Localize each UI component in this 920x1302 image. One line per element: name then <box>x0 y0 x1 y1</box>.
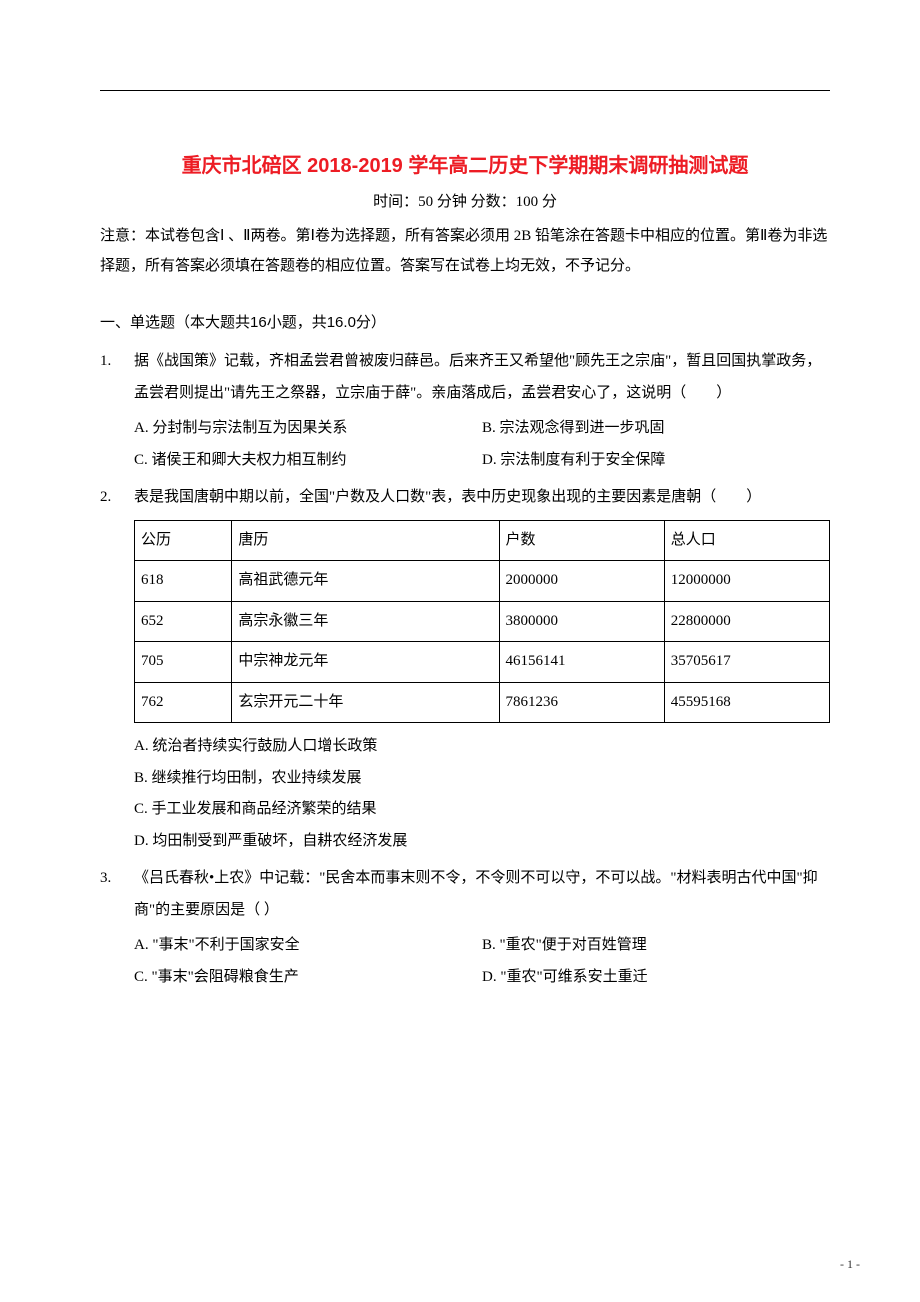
question-stem: 据《战国策》记载，齐相孟尝君曾被废归薛邑。后来齐王又希望他"顾先王之宗庙"，暂且… <box>134 346 830 409</box>
option-d: D. 均田制受到严重破坏，自耕农经济发展 <box>134 826 838 858</box>
section-mid: 小题，共 <box>267 315 327 331</box>
question-body: 据《战国策》记载，齐相孟尝君曾被废归薛邑。后来齐王又希望他"顾先王之宗庙"，暂且… <box>134 346 830 476</box>
table-row: 公历 唐历 户数 总人口 <box>135 520 830 561</box>
table-row: 705 中宗神龙元年 46156141 35705617 <box>135 642 830 683</box>
table-row: 618 高祖武德元年 2000000 12000000 <box>135 561 830 602</box>
question-options: A. 分封制与宗法制互为因果关系 B. 宗法观念得到进一步巩固 C. 诸侯王和卿… <box>134 413 830 476</box>
option-a: A. 统治者持续实行鼓励人口增长政策 <box>134 731 838 763</box>
table-cell: 45595168 <box>664 682 829 723</box>
exam-title: 重庆市北碚区 2018-2019 学年高二历史下学期期末调研抽测试题 <box>100 149 830 178</box>
exam-notice: 注意：本试卷包含Ⅰ 、Ⅱ两卷。第Ⅰ卷为选择题，所有答案必须用 2B 铅笔涂在答题… <box>100 221 830 281</box>
question-stem: 《吕氏春秋•上农》中记载："民舍本而事末则不令，不令则不可以守，不可以战。"材料… <box>134 863 830 926</box>
option-a: A. 分封制与宗法制互为因果关系 <box>134 413 482 445</box>
question-body: 《吕氏春秋•上农》中记载："民舍本而事末则不令，不令则不可以守，不可以战。"材料… <box>134 863 830 993</box>
table-cell: 中宗神龙元年 <box>232 642 499 683</box>
table-cell: 高宗永徽三年 <box>232 601 499 642</box>
option-d: D. 宗法制度有利于安全保障 <box>482 445 830 477</box>
data-table: 公历 唐历 户数 总人口 618 高祖武德元年 2000000 12000000… <box>134 520 830 724</box>
option-c: C. 诸侯王和卿大夫权力相互制约 <box>134 445 482 477</box>
table-cell: 2000000 <box>499 561 664 602</box>
section-score: 16.0 <box>327 314 356 331</box>
table-cell: 唐历 <box>232 520 499 561</box>
table-cell: 705 <box>135 642 232 683</box>
section-heading: 一、单选题（本大题共16小题，共16.0分） <box>100 311 830 332</box>
exam-subtitle: 时间：50 分钟 分数：100 分 <box>100 190 830 211</box>
section-count: 16 <box>250 314 267 331</box>
table-cell: 公历 <box>135 520 232 561</box>
option-b: B. 继续推行均田制，农业持续发展 <box>134 763 838 795</box>
question-number: 1. <box>100 346 134 476</box>
question-3: 3. 《吕氏春秋•上农》中记载："民舍本而事末则不令，不令则不可以守，不可以战。… <box>100 863 830 993</box>
table-cell: 46156141 <box>499 642 664 683</box>
section-prefix: 一、单选题（本大题共 <box>100 315 250 331</box>
table-cell: 高祖武德元年 <box>232 561 499 602</box>
table-cell: 7861236 <box>499 682 664 723</box>
exam-page: 重庆市北碚区 2018-2019 学年高二历史下学期期末调研抽测试题 时间：50… <box>0 0 920 1302</box>
table-cell: 总人口 <box>664 520 829 561</box>
table-cell: 652 <box>135 601 232 642</box>
option-d: D. "重农"可维系安土重迁 <box>482 962 830 994</box>
table-cell: 618 <box>135 561 232 602</box>
question-body: 表是我国唐朝中期以前，全国"户数及人口数"表，表中历史现象出现的主要因素是唐朝（… <box>134 482 830 857</box>
option-b: B. 宗法观念得到进一步巩固 <box>482 413 830 445</box>
table-cell: 3800000 <box>499 601 664 642</box>
question-options: A. 统治者持续实行鼓励人口增长政策 B. 继续推行均田制，农业持续发展 C. … <box>134 731 830 857</box>
section-suffix: 分） <box>356 315 386 331</box>
option-c: C. "事末"会阻碍粮食生产 <box>134 962 482 994</box>
table-row: 652 高宗永徽三年 3800000 22800000 <box>135 601 830 642</box>
question-stem: 表是我国唐朝中期以前，全国"户数及人口数"表，表中历史现象出现的主要因素是唐朝（… <box>134 482 830 514</box>
question-1: 1. 据《战国策》记载，齐相孟尝君曾被废归薛邑。后来齐王又希望他"顾先王之宗庙"… <box>100 346 830 476</box>
table-cell: 户数 <box>499 520 664 561</box>
table-cell: 762 <box>135 682 232 723</box>
question-2: 2. 表是我国唐朝中期以前，全国"户数及人口数"表，表中历史现象出现的主要因素是… <box>100 482 830 857</box>
table-cell: 35705617 <box>664 642 829 683</box>
table-cell: 22800000 <box>664 601 829 642</box>
option-c: C. 手工业发展和商品经济繁荣的结果 <box>134 794 838 826</box>
option-a: A. "事末"不利于国家安全 <box>134 930 482 962</box>
table-cell: 玄宗开元二十年 <box>232 682 499 723</box>
question-number: 2. <box>100 482 134 857</box>
table-cell: 12000000 <box>664 561 829 602</box>
question-options: A. "事末"不利于国家安全 B. "重农"便于对百姓管理 C. "事末"会阻碍… <box>134 930 830 993</box>
page-number: - 1 - <box>840 1257 860 1272</box>
table-row: 762 玄宗开元二十年 7861236 45595168 <box>135 682 830 723</box>
option-b: B. "重农"便于对百姓管理 <box>482 930 830 962</box>
top-rule <box>100 90 830 91</box>
question-number: 3. <box>100 863 134 993</box>
